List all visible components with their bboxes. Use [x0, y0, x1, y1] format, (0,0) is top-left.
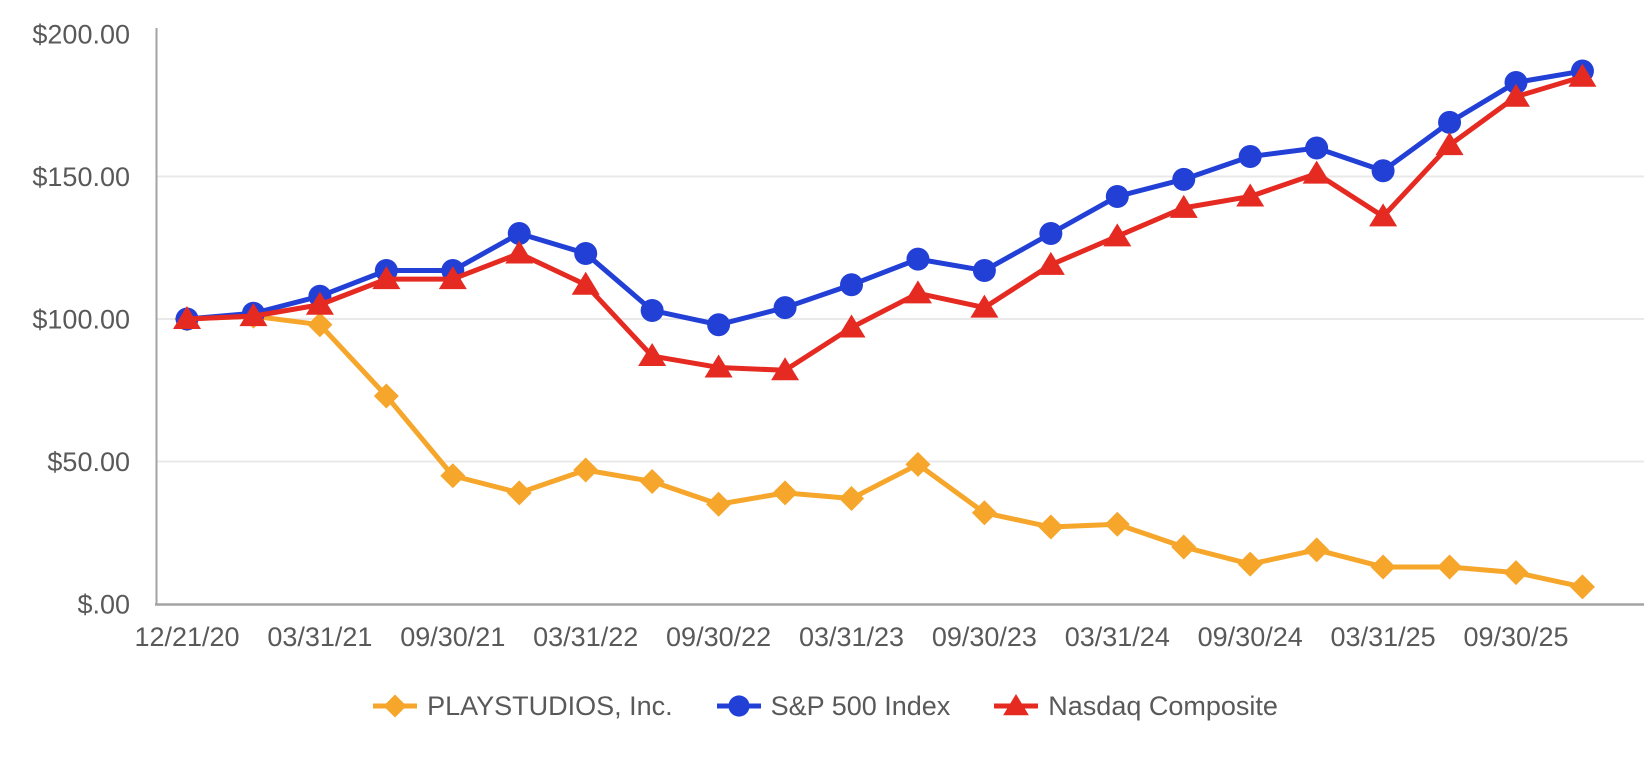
- x-tick-label: 09/30/22: [666, 622, 771, 652]
- triangle-marker: [1302, 160, 1331, 184]
- circle-marker: [773, 296, 797, 320]
- series-nasdaq-composite: [173, 63, 1597, 381]
- series-s-p-500-index: [175, 59, 1594, 337]
- diamond-marker: [1237, 551, 1263, 577]
- diamond-marker: [1171, 534, 1197, 560]
- legend-label: Nasdaq Composite: [1048, 690, 1278, 721]
- triangle-marker: [438, 266, 467, 290]
- triangle-marker: [305, 291, 334, 315]
- diamond-marker: [1503, 560, 1529, 586]
- triangle-marker: [239, 303, 268, 327]
- legend-item-nasdaq: Nasdaq Composite: [993, 691, 1278, 722]
- triangle-marker: [173, 306, 201, 329]
- circle-marker: [707, 313, 731, 337]
- legend-item-sp500: S&P 500 Index: [716, 690, 951, 722]
- triangle-marker: [1036, 251, 1065, 275]
- y-tick-label: $150.00: [32, 162, 130, 192]
- x-tick-label: 03/31/23: [799, 622, 904, 652]
- circle-marker: [574, 241, 598, 265]
- circle-marker: [972, 259, 996, 283]
- triangle-marker: [1369, 203, 1398, 227]
- triangle-marker: [1502, 83, 1530, 107]
- diamond-marker: [573, 457, 599, 483]
- diamond-marker: [772, 480, 798, 506]
- x-tick-label: 03/31/24: [1065, 622, 1170, 652]
- legend-label: S&P 500 Index: [770, 690, 951, 721]
- circle-marker: [1238, 145, 1262, 169]
- diamond-marker: [1370, 554, 1396, 580]
- x-tick-label: 09/30/23: [932, 622, 1037, 652]
- triangle-marker: [1169, 194, 1198, 218]
- diamond-marker: [905, 451, 931, 477]
- diamond-marker: [639, 468, 665, 494]
- diamond-marker: [1038, 514, 1064, 540]
- circle-marker: [1105, 184, 1129, 208]
- diamond-marker: [1437, 554, 1463, 580]
- circle-marker: [1371, 159, 1395, 183]
- circle-marker: [1438, 110, 1462, 134]
- diamond-marker: [307, 312, 333, 338]
- diamond-marker: [373, 383, 399, 409]
- circle-marker: [507, 222, 531, 245]
- triangle-marker-icon: [994, 694, 1039, 716]
- series-line-nasdaq-composite: [184, 74, 1585, 373]
- triangle-marker: [372, 266, 401, 290]
- circle-marker: [1504, 70, 1528, 94]
- triangle-marker: [1435, 132, 1464, 156]
- diamond-marker: [971, 500, 997, 526]
- x-tick-label: 12/21/20: [134, 622, 239, 652]
- diamond-marker: [1304, 537, 1330, 563]
- chart-legend: PLAYSTUDIOS, Inc. S&P 500 Index Nasdaq C…: [0, 690, 1650, 722]
- diamond-marker: [839, 486, 864, 512]
- circle-marker: [1305, 136, 1329, 160]
- circle-marker: [906, 247, 930, 271]
- circle-marker: [840, 273, 863, 297]
- x-tick-label: 09/30/21: [400, 622, 505, 652]
- triangle-marker: [638, 343, 667, 367]
- triangle-marker: [1236, 183, 1265, 207]
- triangle-marker: [903, 280, 932, 304]
- triangle-marker: [704, 354, 733, 378]
- x-tick-label: 03/31/21: [267, 622, 372, 652]
- x-tick-label: 03/31/25: [1331, 622, 1436, 652]
- circle-marker-icon: [716, 695, 761, 717]
- triangle-marker: [1568, 63, 1597, 87]
- legend-item-playstudios: PLAYSTUDIOS, Inc.: [372, 691, 673, 722]
- x-tick-label: 09/30/24: [1198, 622, 1303, 652]
- series-line-s-p-500-index: [184, 68, 1585, 328]
- diamond-marker: [706, 491, 732, 517]
- x-tick-label: 09/30/25: [1463, 622, 1568, 652]
- triangle-marker: [571, 271, 600, 295]
- triangle-marker: [771, 357, 800, 381]
- diamond-marker-icon: [373, 694, 418, 718]
- triangle-marker: [1103, 223, 1132, 247]
- circle-marker: [1172, 167, 1196, 191]
- diamond-marker: [383, 694, 407, 718]
- diamond-marker: [1569, 574, 1595, 600]
- diamond-marker: [1104, 511, 1130, 537]
- circle-marker: [1039, 222, 1063, 245]
- y-tick-label: $.00: [77, 590, 130, 620]
- diamond-marker: [506, 480, 532, 506]
- triangle-marker: [505, 240, 534, 264]
- triangle-marker: [970, 294, 999, 318]
- diamond-marker: [440, 463, 466, 489]
- series-line-playstudios-inc: [184, 313, 1585, 590]
- circle-marker: [728, 695, 750, 717]
- circle-marker: [640, 298, 664, 322]
- y-tick-label: $50.00: [47, 447, 130, 477]
- y-tick-label: $200.00: [32, 20, 130, 50]
- x-tick-label: 03/31/22: [533, 622, 638, 652]
- legend-label: PLAYSTUDIOS, Inc.: [427, 690, 673, 721]
- triangle-marker: [1003, 694, 1030, 716]
- series-playstudios-inc: [174, 303, 1595, 600]
- triangle-marker: [837, 314, 866, 338]
- y-tick-label: $100.00: [32, 305, 130, 335]
